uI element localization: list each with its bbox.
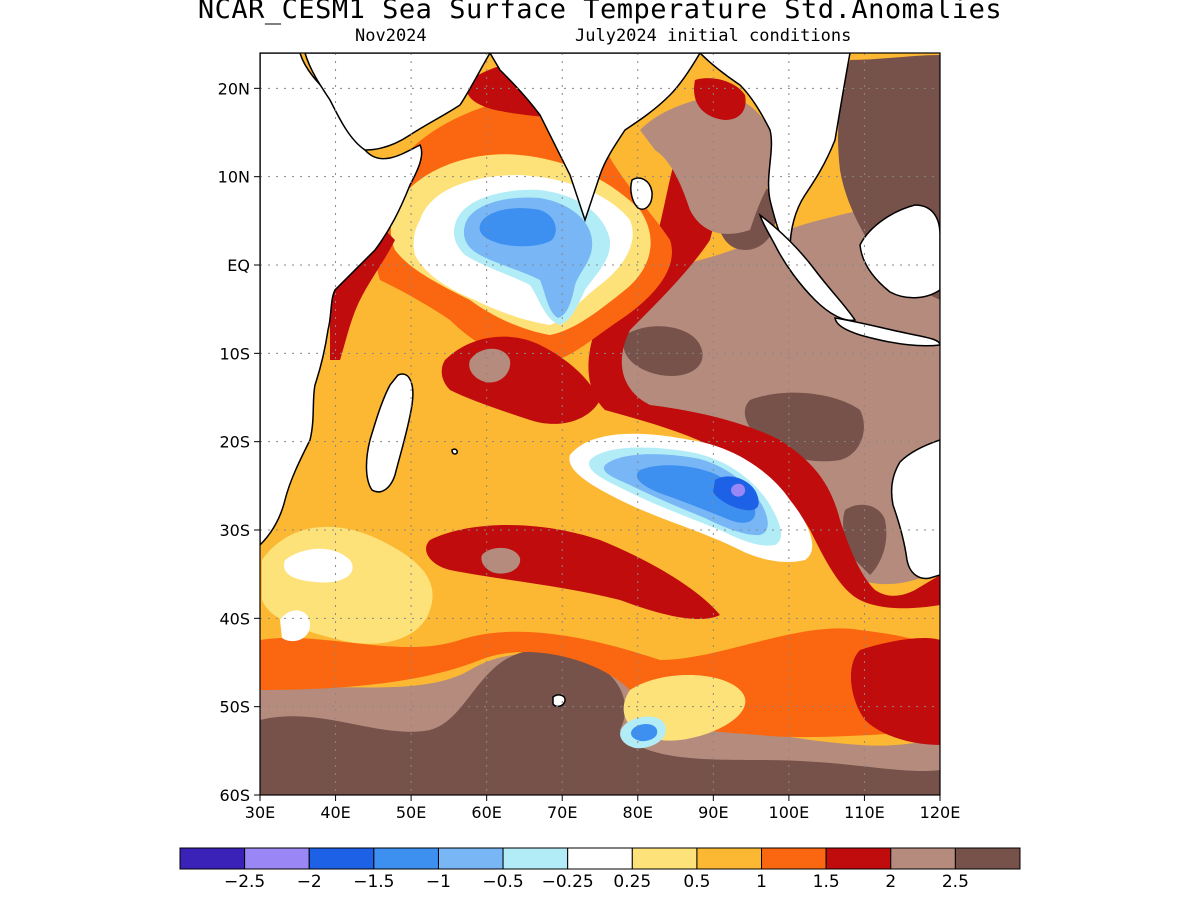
sri-lanka-land (630, 177, 653, 210)
bay-of-bengal-brown (640, 95, 790, 234)
colorbar-label: −1.5 (353, 872, 394, 892)
australia-land (890, 439, 940, 580)
y-tick-label: 50S (219, 698, 250, 717)
madagascar-land (365, 373, 414, 493)
axis-ticks: 30E 40E 50E 60E 70E 80E 90E 100E 110E 120E 20N 10N E… (218, 79, 961, 822)
colorbar-swatch (437, 847, 504, 870)
java-land (834, 317, 940, 347)
y-tick-label: 20S (219, 433, 250, 452)
y-tick-label: 30S (219, 521, 250, 540)
colorbar-label: −1 (426, 872, 451, 892)
mauritius-island (451, 448, 458, 455)
south-red-band-east (850, 638, 940, 745)
colorbar-label: −0.5 (482, 872, 523, 892)
se-cold-strong (636, 465, 756, 523)
colorbar-swatch (567, 847, 633, 870)
southern-band-brown-dark (260, 650, 940, 795)
x-tick-label: 80E (623, 803, 653, 822)
y-tick-label: 40S (219, 609, 250, 628)
colorbar-swatch (244, 847, 310, 870)
x-tick-label: 100E (769, 803, 810, 822)
colorbar-swatch (502, 847, 569, 870)
initial-conditions: July2024 initial conditions (575, 26, 852, 46)
colorbar-swatch (761, 847, 827, 870)
kerguelen-island (552, 694, 566, 708)
x-tick-label: 40E (320, 803, 350, 822)
colorbar-label: 2 (885, 872, 896, 892)
south-orange-band (260, 628, 940, 738)
somali-red-band (330, 230, 395, 360)
arabian-cold-core (479, 208, 556, 247)
x-tick-label: 110E (844, 803, 885, 822)
x-tick-label: 50E (396, 803, 426, 822)
southern-brown-spot (481, 547, 521, 574)
eastern-red-ring (588, 100, 940, 609)
kerguelen-cold-core (630, 724, 658, 742)
eastern-basin-brown-light (595, 200, 940, 585)
x-tick-label: 70E (547, 803, 577, 822)
forecast-month: Nov2024 (355, 26, 427, 46)
x-tick-label: 30E (245, 803, 275, 822)
y-tick-label: 20N (218, 79, 250, 98)
colorbar-label: −2.5 (224, 872, 265, 892)
colorbar-label: −0.25 (542, 872, 594, 892)
colorbar-label: 1.5 (813, 872, 840, 892)
colorbar: −2.5 −2 −1.5 −1 −0.5 −0.25 0.25 0.5 1 1.5 2 2.5 (179, 847, 1021, 892)
colorbar-label: 1 (756, 872, 767, 892)
colorbar-label: 2.5 (942, 872, 969, 892)
borneo-land (859, 204, 940, 299)
y-tick-label: 10S (219, 344, 250, 363)
colorbar-swatch (696, 847, 763, 870)
x-tick-label: 90E (698, 803, 728, 822)
colorbar-swatch (373, 847, 439, 870)
colorbar-swatch (890, 847, 956, 870)
central-brown-spot (469, 348, 511, 383)
colorbar-swatch (825, 847, 892, 870)
sumatra-land (758, 213, 857, 322)
colorbar-label: 0.25 (613, 872, 651, 892)
arabia-land (304, 53, 491, 151)
x-tick-label: 120E (920, 803, 961, 822)
colorbar-label: 0.5 (683, 872, 710, 892)
se-cold-extreme (731, 483, 746, 497)
india-land (489, 53, 701, 223)
map-grid (260, 53, 940, 795)
eastern-basin-brown-dark-1 (623, 326, 703, 376)
map-title: NCAR_CESM1 Sea Surface Temperature Std.A… (197, 0, 1003, 25)
colorbar-label: −2 (297, 872, 322, 892)
y-tick-label: 60S (219, 786, 250, 805)
map-frame (259, 52, 941, 796)
colorbar-swatch (179, 847, 246, 870)
x-tick-label: 60E (471, 803, 501, 822)
y-tick-label: 10N (218, 168, 250, 187)
colorbar-swatch (631, 847, 698, 870)
southwest-white-patch-2 (280, 610, 310, 642)
colorbar-swatch (954, 847, 1021, 870)
y-tick-label: EQ (227, 256, 250, 275)
colorbar-swatch (308, 847, 375, 870)
